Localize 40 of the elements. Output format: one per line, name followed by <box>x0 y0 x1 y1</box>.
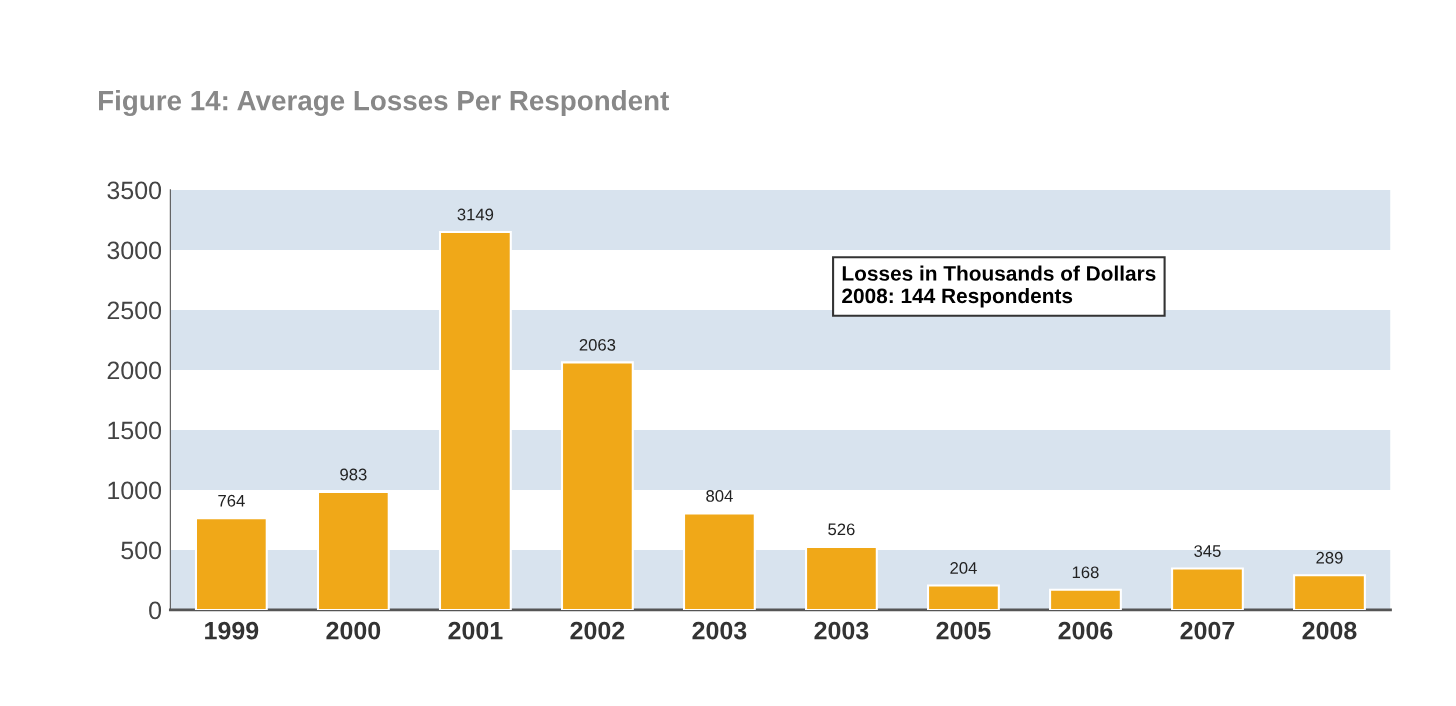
y-tick-label: 500 <box>121 541 162 560</box>
bar <box>194 517 268 610</box>
x-tick-label: 2000 <box>326 621 381 640</box>
bar <box>927 584 1000 610</box>
bar <box>438 231 512 610</box>
data-label: 345 <box>1194 545 1221 557</box>
bar <box>316 490 390 610</box>
bar <box>1049 588 1122 610</box>
chart-title: Figure 14: Average Losses Per Respondent <box>99 90 669 117</box>
x-tick-label: 1999 <box>205 621 259 640</box>
data-label: 804 <box>706 490 733 502</box>
x-tick-label: 2003 <box>814 621 869 640</box>
y-tick-label: 2500 <box>107 301 162 320</box>
y-tick-label: 0 <box>149 601 162 620</box>
bar <box>1293 574 1366 610</box>
annotation: Losses in Thousands of Dollars 2008: 144 Respondents <box>842 265 1156 308</box>
y-tick-label: 1000 <box>108 481 162 500</box>
data-label: 289 <box>1316 551 1343 564</box>
x-tick-label: 2006 <box>1058 621 1113 640</box>
data-label: 3149 <box>457 208 494 221</box>
data-label: 526 <box>828 523 855 536</box>
y-tick-label: 1500 <box>108 421 162 440</box>
x-tick-label: 2003 <box>692 621 747 640</box>
data-label: 168 <box>1072 566 1099 579</box>
x-tick-label: 2008 <box>1302 621 1357 640</box>
bar <box>805 545 878 610</box>
data-label: 204 <box>950 562 977 574</box>
data-label: 983 <box>340 468 367 481</box>
y-tick-label: 2000 <box>107 361 162 380</box>
y-tick-label: 3000 <box>107 241 162 260</box>
y-tick-label: 3500 <box>107 181 162 200</box>
x-tick-label: 2002 <box>570 621 625 640</box>
x-tick-label: 2007 <box>1180 621 1235 640</box>
x-tick-label: 2001 <box>448 621 503 640</box>
data-label: 764 <box>218 494 245 507</box>
bar <box>560 361 634 610</box>
data-label: 2063 <box>579 338 616 351</box>
bar <box>1171 567 1244 610</box>
x-tick-label: 2005 <box>936 621 991 640</box>
bar <box>682 512 756 610</box>
